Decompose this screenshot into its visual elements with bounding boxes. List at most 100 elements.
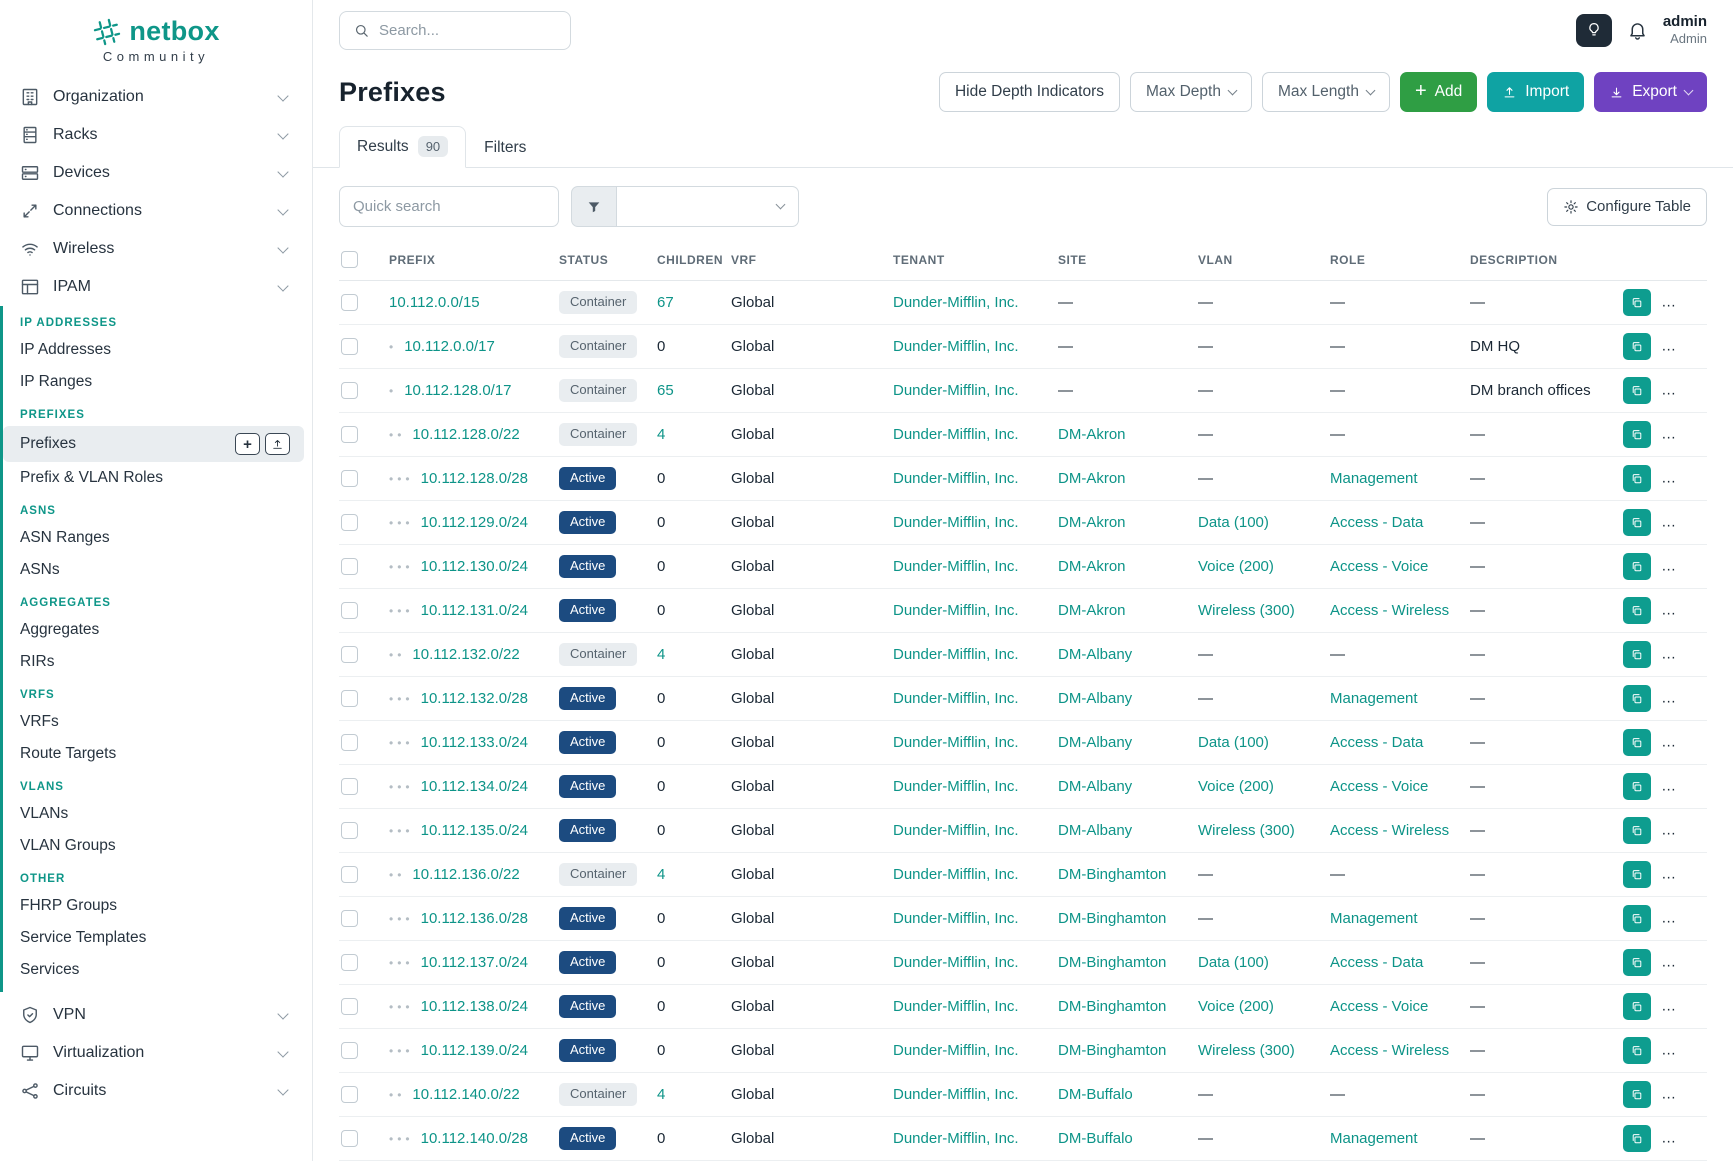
site-link[interactable]: DM-Albany xyxy=(1058,690,1132,707)
tenant-link[interactable]: Dunder-Mifflin, Inc. xyxy=(893,646,1019,663)
sidebar-item-racks[interactable]: Racks xyxy=(0,116,312,154)
hide-depth-indicators-button[interactable]: Hide Depth Indicators xyxy=(939,72,1120,112)
site-link[interactable]: DM-Akron xyxy=(1058,602,1126,619)
role-link[interactable]: Access - Data xyxy=(1330,734,1423,751)
edit-button[interactable] xyxy=(1661,949,1707,976)
sidebar-item-vpn[interactable]: VPN xyxy=(0,996,312,1034)
edit-button[interactable] xyxy=(1661,861,1707,888)
row-checkbox[interactable] xyxy=(341,426,358,443)
tenant-link[interactable]: Dunder-Mifflin, Inc. xyxy=(893,1130,1019,1147)
sidebar-item-virtualization[interactable]: Virtualization xyxy=(0,1034,312,1072)
row-checkbox[interactable] xyxy=(341,866,358,883)
site-link[interactable]: DM-Albany xyxy=(1058,646,1132,663)
edit-button[interactable] xyxy=(1661,905,1707,932)
copy-button[interactable] xyxy=(1623,1081,1651,1108)
add-mini-button[interactable]: + xyxy=(235,433,260,455)
tenant-link[interactable]: Dunder-Mifflin, Inc. xyxy=(893,910,1019,927)
tenant-link[interactable]: Dunder-Mifflin, Inc. xyxy=(893,426,1019,443)
vlan-link[interactable]: Data (100) xyxy=(1198,514,1269,531)
edit-button[interactable] xyxy=(1661,1081,1707,1108)
import-button[interactable]: Import xyxy=(1487,72,1584,112)
prefix-link[interactable]: 10.112.135.0/24 xyxy=(421,822,528,839)
tenant-link[interactable]: Dunder-Mifflin, Inc. xyxy=(893,734,1019,751)
sidebar-item-prefixes[interactable]: Prefixes+ xyxy=(3,426,304,462)
role-link[interactable]: Access - Wireless xyxy=(1330,602,1449,619)
filter-button[interactable] xyxy=(571,186,617,227)
row-checkbox[interactable] xyxy=(341,646,358,663)
tenant-link[interactable]: Dunder-Mifflin, Inc. xyxy=(893,822,1019,839)
column-header-prefix[interactable]: PREFIX xyxy=(381,241,551,281)
row-checkbox[interactable] xyxy=(341,734,358,751)
sidebar-item-route-targets[interactable]: Route Targets xyxy=(3,738,304,770)
theme-toggle-button[interactable] xyxy=(1576,14,1612,47)
tenant-link[interactable]: Dunder-Mifflin, Inc. xyxy=(893,690,1019,707)
prefix-link[interactable]: 10.112.128.0/28 xyxy=(421,470,528,487)
sidebar-item-prefix-vlan-roles[interactable]: Prefix & VLAN Roles xyxy=(3,462,304,494)
tenant-link[interactable]: Dunder-Mifflin, Inc. xyxy=(893,954,1019,971)
copy-button[interactable] xyxy=(1623,685,1651,712)
role-link[interactable]: Access - Data xyxy=(1330,514,1423,531)
site-link[interactable]: DM-Akron xyxy=(1058,514,1126,531)
row-checkbox[interactable] xyxy=(341,778,358,795)
sidebar-item-connections[interactable]: Connections xyxy=(0,192,312,230)
copy-button[interactable] xyxy=(1623,465,1651,492)
row-checkbox[interactable] xyxy=(341,1042,358,1059)
prefix-link[interactable]: 10.112.132.0/22 xyxy=(412,646,519,663)
site-link[interactable]: DM-Albany xyxy=(1058,734,1132,751)
prefix-link[interactable]: 10.112.131.0/24 xyxy=(421,602,528,619)
prefix-link[interactable]: 10.112.140.0/22 xyxy=(412,1086,519,1103)
copy-button[interactable] xyxy=(1623,949,1651,976)
prefix-link[interactable]: 10.112.137.0/24 xyxy=(421,954,528,971)
children-count[interactable]: 4 xyxy=(657,646,665,663)
row-checkbox[interactable] xyxy=(341,822,358,839)
tenant-link[interactable]: Dunder-Mifflin, Inc. xyxy=(893,294,1019,311)
role-link[interactable]: Access - Voice xyxy=(1330,778,1428,795)
edit-button[interactable] xyxy=(1661,289,1707,316)
prefix-link[interactable]: 10.112.138.0/24 xyxy=(421,998,528,1015)
copy-button[interactable] xyxy=(1623,597,1651,624)
row-checkbox[interactable] xyxy=(341,558,358,575)
role-link[interactable]: Access - Wireless xyxy=(1330,1042,1449,1059)
copy-button[interactable] xyxy=(1623,641,1651,668)
edit-button[interactable] xyxy=(1661,509,1707,536)
global-search[interactable] xyxy=(339,11,571,50)
select-all-checkbox[interactable] xyxy=(341,251,358,268)
tenant-link[interactable]: Dunder-Mifflin, Inc. xyxy=(893,778,1019,795)
edit-button[interactable] xyxy=(1661,1125,1707,1152)
prefix-link[interactable]: 10.112.136.0/22 xyxy=(412,866,519,883)
saved-filter-select[interactable] xyxy=(617,186,799,227)
prefix-link[interactable]: 10.112.0.0/15 xyxy=(389,294,480,311)
column-header-vrf[interactable]: VRF xyxy=(723,241,885,281)
column-header-status[interactable]: STATUS xyxy=(551,241,649,281)
sidebar-item-wireless[interactable]: Wireless xyxy=(0,230,312,268)
role-link[interactable]: Management xyxy=(1330,910,1418,927)
row-checkbox[interactable] xyxy=(341,954,358,971)
max-depth-dropdown[interactable]: Max Depth xyxy=(1130,72,1252,112)
tenant-link[interactable]: Dunder-Mifflin, Inc. xyxy=(893,470,1019,487)
prefix-link[interactable]: 10.112.134.0/24 xyxy=(421,778,528,795)
copy-button[interactable] xyxy=(1623,773,1651,800)
sidebar-item-ip-ranges[interactable]: IP Ranges xyxy=(3,366,304,398)
column-header-children[interactable]: CHILDREN xyxy=(649,241,723,281)
vlan-link[interactable]: Wireless (300) xyxy=(1198,822,1295,839)
copy-button[interactable] xyxy=(1623,729,1651,756)
row-checkbox[interactable] xyxy=(341,1130,358,1147)
edit-button[interactable] xyxy=(1661,597,1707,624)
max-length-dropdown[interactable]: Max Length xyxy=(1262,72,1390,112)
copy-button[interactable] xyxy=(1623,333,1651,360)
site-link[interactable]: DM-Binghamton xyxy=(1058,954,1166,971)
row-checkbox[interactable] xyxy=(341,910,358,927)
role-link[interactable]: Access - Voice xyxy=(1330,998,1428,1015)
copy-button[interactable] xyxy=(1623,289,1651,316)
copy-button[interactable] xyxy=(1623,905,1651,932)
vlan-link[interactable]: Data (100) xyxy=(1198,954,1269,971)
column-header-site[interactable]: SITE xyxy=(1050,241,1190,281)
vlan-link[interactable]: Voice (200) xyxy=(1198,778,1274,795)
tenant-link[interactable]: Dunder-Mifflin, Inc. xyxy=(893,602,1019,619)
role-link[interactable]: Management xyxy=(1330,690,1418,707)
sidebar-item-rirs[interactable]: RIRs xyxy=(3,646,304,678)
edit-button[interactable] xyxy=(1661,817,1707,844)
prefix-link[interactable]: 10.112.133.0/24 xyxy=(421,734,528,751)
user-menu[interactable]: admin Admin xyxy=(1663,13,1707,48)
row-checkbox[interactable] xyxy=(341,470,358,487)
